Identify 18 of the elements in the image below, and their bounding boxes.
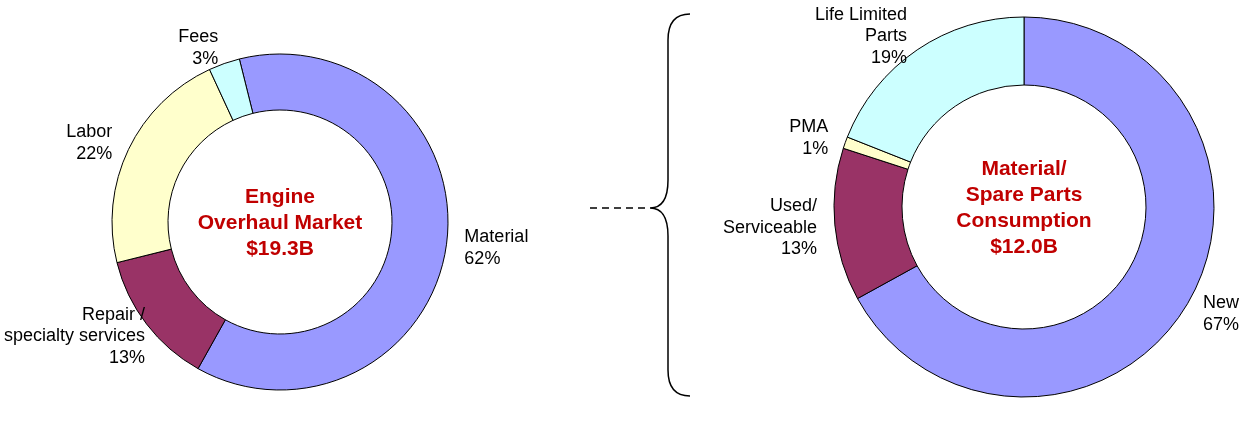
slice-label: Used/ Serviceable [722, 195, 817, 237]
data-label: 19% [871, 46, 908, 67]
data-label: 13% [109, 346, 146, 367]
slice-label: New [1203, 292, 1241, 313]
data-label: 22% [76, 142, 113, 163]
text: Material/ Spare Parts Consumption $12.0B [956, 156, 1092, 257]
data-label: 13% [780, 238, 817, 259]
slice-label: Material [464, 226, 529, 247]
data-label: 1% [802, 137, 829, 158]
slice-label: Labor [66, 121, 113, 142]
slice-label: Life Limited Parts [815, 3, 908, 46]
slice-label: Repair / specialty services [4, 303, 146, 346]
slice-label: Fees [178, 26, 219, 47]
data-label: 67% [1203, 313, 1240, 334]
data-label: 62% [464, 247, 501, 268]
data-label: 3% [192, 47, 219, 68]
text: Engine Overhaul Market $19.3B [197, 184, 363, 259]
slice-label: PMA [789, 116, 829, 137]
